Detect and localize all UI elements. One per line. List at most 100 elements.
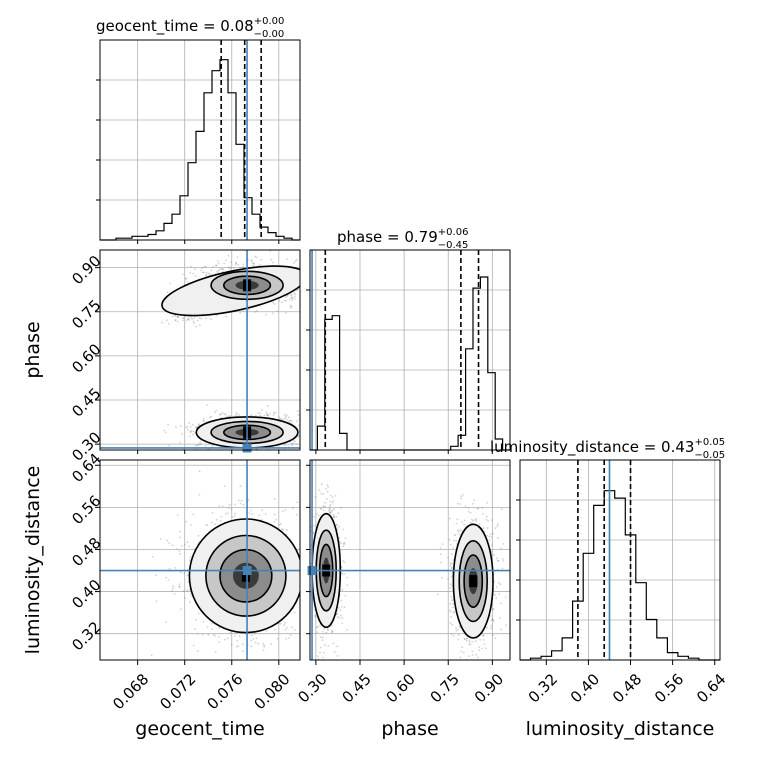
sample-point [283, 418, 285, 421]
sample-point [343, 541, 346, 544]
sample-point [270, 643, 272, 645]
sample-point [297, 414, 300, 416]
sample-point [187, 318, 190, 320]
sample-point [342, 560, 345, 562]
sample-point [322, 505, 325, 507]
sample-point [227, 254, 230, 257]
sample-point [270, 258, 273, 261]
sample-point [217, 260, 219, 263]
sample-point [284, 311, 287, 314]
sample-point [470, 521, 472, 524]
sample-point [211, 521, 213, 524]
sample-point [295, 420, 298, 423]
sample-point [295, 258, 298, 261]
sample-point [333, 516, 336, 518]
sample-point [181, 433, 184, 435]
sample-point [228, 267, 231, 270]
sample-point [150, 654, 153, 657]
sample-point [182, 319, 184, 322]
sample-point [278, 418, 281, 420]
sample-point [221, 268, 224, 271]
sample-point [253, 632, 256, 635]
sample-point [233, 267, 235, 269]
sample-point [196, 650, 199, 653]
sample-point [226, 637, 229, 640]
sample-point [237, 499, 240, 502]
sample-point [289, 419, 292, 422]
sample-point [207, 272, 210, 275]
sample-point [286, 258, 288, 261]
sample-point [452, 603, 455, 605]
sample-point [296, 501, 299, 503]
sample-point [228, 503, 231, 506]
sample-point [191, 423, 194, 426]
sample-point [230, 643, 233, 646]
sample-point [235, 645, 238, 648]
sample-point [178, 586, 181, 588]
sample-point [263, 414, 266, 417]
sample-point [234, 263, 237, 266]
sample-point [171, 315, 174, 318]
sample-point [279, 622, 282, 625]
sample-point [214, 411, 217, 414]
sample-point [459, 656, 462, 659]
sample-point [296, 410, 299, 413]
sample-point [481, 633, 484, 636]
sample-point [242, 266, 245, 269]
sample-point [282, 510, 284, 513]
sample-point [216, 270, 219, 273]
sample-point [333, 508, 335, 511]
sample-point [283, 444, 286, 447]
sample-point [331, 496, 334, 498]
sample-point [329, 500, 332, 503]
sample-point [252, 262, 255, 265]
sample-point [191, 317, 194, 320]
sample-point [223, 262, 226, 265]
sample-point [332, 500, 335, 502]
sample-point [155, 574, 158, 577]
sample-point [335, 515, 338, 518]
sample-point [464, 506, 467, 508]
sample-point [340, 572, 343, 574]
sample-point [341, 617, 343, 619]
sample-point [439, 561, 442, 564]
sample-point [217, 636, 220, 638]
sample-point [166, 319, 168, 322]
sample-point [492, 607, 495, 610]
sample-point [340, 566, 343, 568]
sample-point [290, 294, 292, 297]
sample-point [165, 621, 167, 624]
sample-point [459, 529, 461, 531]
sample-point [319, 507, 322, 510]
sample-point [346, 584, 349, 586]
sample-point [284, 508, 287, 511]
sample-point [201, 633, 204, 636]
sample-point [453, 539, 455, 542]
sample-point [318, 514, 320, 517]
sample-point [187, 428, 189, 431]
sample-point [166, 291, 169, 294]
sample-point [329, 511, 332, 514]
sample-point [169, 282, 172, 285]
sample-point [195, 618, 198, 621]
sample-point [214, 650, 217, 653]
sample-point [491, 619, 493, 622]
sample-point [218, 505, 221, 507]
sample-point [337, 512, 340, 515]
sample-point [205, 274, 207, 277]
sample-point [455, 539, 458, 542]
sample-point [328, 508, 331, 511]
sample-point [293, 262, 295, 264]
sample-point [451, 562, 453, 565]
sample-point [237, 264, 240, 266]
sample-point [197, 444, 200, 446]
sample-point [215, 264, 218, 267]
sample-point [235, 262, 237, 265]
sample-point [288, 420, 291, 422]
sample-point [223, 412, 226, 415]
sample-point [481, 507, 484, 509]
sample-point [504, 596, 507, 598]
sample-point [176, 320, 179, 323]
sample-point [336, 655, 339, 657]
sample-point [237, 645, 240, 647]
